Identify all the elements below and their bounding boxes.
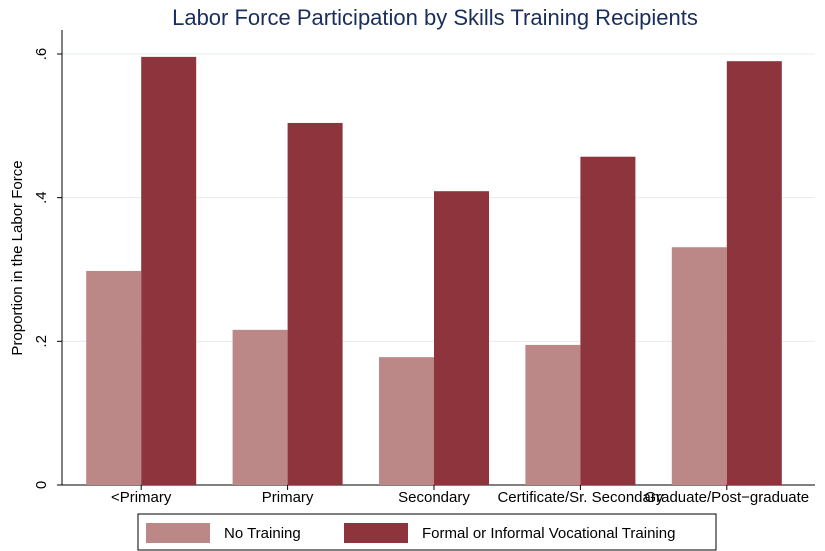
y-tick-label: 0: [33, 481, 50, 489]
x-tick-label: Graduate/Post−graduate: [644, 489, 809, 506]
bar: [671, 247, 727, 485]
x-tick-label: Certificate/Sr. Secondary: [497, 489, 663, 506]
x-tick-label: <Primary: [111, 489, 172, 506]
y-axis-label: Proportion in the Labor Force: [9, 160, 26, 355]
x-tick-label: Secondary: [398, 489, 470, 506]
legend-box: [137, 513, 717, 551]
bar: [379, 357, 434, 485]
bar: [580, 156, 636, 485]
bar: [141, 56, 197, 486]
y-tick-label: .6: [33, 48, 50, 61]
legend-label: No Training: [224, 525, 301, 542]
x-tick-label: Primary: [262, 489, 314, 506]
legend-label: Formal or Informal Vocational Training: [422, 525, 675, 542]
bar: [232, 329, 288, 485]
y-tick-label: .4: [33, 191, 50, 204]
bar: [525, 344, 581, 485]
legend-swatch: [146, 523, 210, 543]
y-tick-label: .2: [33, 335, 50, 348]
bar: [726, 61, 782, 485]
bar: [434, 191, 489, 485]
chart-title: Labor Force Participation by Skills Trai…: [172, 5, 698, 30]
bar: [287, 122, 343, 486]
bar: [86, 270, 142, 485]
legend-swatch: [344, 523, 408, 543]
